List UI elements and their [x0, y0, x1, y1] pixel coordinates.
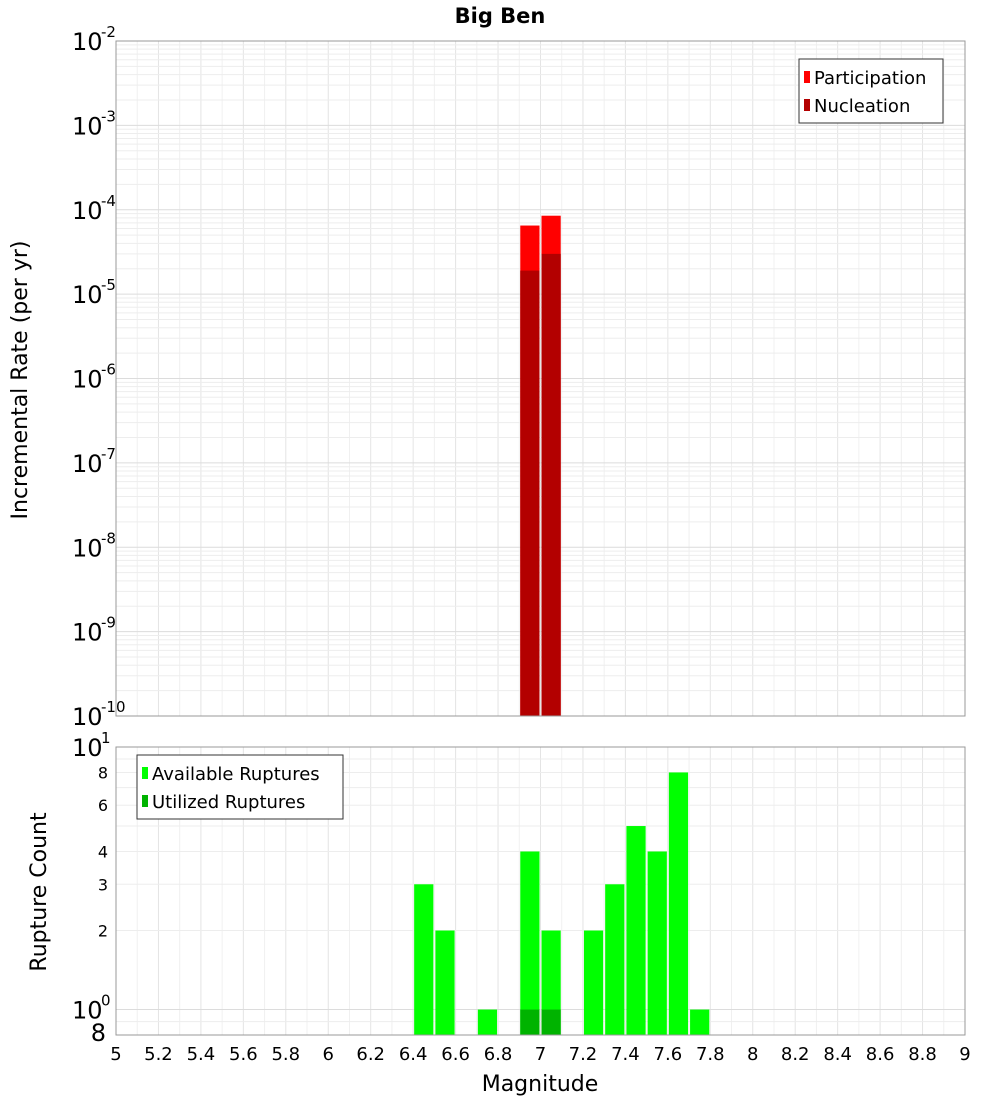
top-y-tick-labels: 10-210-310-410-510-610-710-810-910-10 — [72, 23, 126, 731]
top-plot-border — [115, 40, 966, 717]
x-tick-label: 5 — [110, 1044, 121, 1065]
bottom-legend-swatch — [142, 767, 148, 779]
bottom-bar-primary — [647, 851, 667, 1035]
bottom-y-tick-label: 8 — [91, 1019, 106, 1047]
bottom-y-tick-label: 10 — [72, 734, 103, 762]
x-tick-label: 8 — [747, 1044, 758, 1065]
bottom-bars — [414, 772, 710, 1035]
x-tick-label: 7.2 — [569, 1044, 598, 1065]
bottom-legend-label: Utilized Ruptures — [152, 792, 305, 813]
x-tick-label: 5.8 — [271, 1044, 300, 1065]
bottom-legend-label: Available Ruptures — [152, 764, 320, 785]
x-tick-label: 5.4 — [187, 1044, 216, 1065]
top-y-tick-exponent: -10 — [101, 698, 126, 716]
x-tick-label: 6.6 — [441, 1044, 470, 1065]
x-tick-label: 6.8 — [484, 1044, 513, 1065]
bottom-bar-secondary — [541, 1009, 561, 1035]
top-y-tick-exponent: -9 — [101, 614, 116, 632]
bottom-bar-primary — [668, 772, 689, 1035]
bottom-bar-primary — [626, 826, 646, 1035]
bottom-legend: Available Ruptures Utilized Ruptures — [136, 754, 344, 820]
x-tick-label: 7 — [535, 1044, 546, 1065]
x-tick-label: 5.2 — [144, 1044, 173, 1065]
top-y-tick-label: 10 — [72, 281, 103, 309]
x-tick-label: 8.8 — [908, 1044, 937, 1065]
x-tick-label: 6.2 — [356, 1044, 385, 1065]
top-y-tick-label: 10 — [72, 534, 103, 562]
top-y-tick-label: 10 — [72, 112, 103, 140]
bottom-y-tick-label: 4 — [98, 842, 108, 861]
bottom-legend-box — [136, 754, 344, 820]
top-y-tick-exponent: -2 — [101, 23, 116, 41]
x-tick-label: 8.6 — [866, 1044, 895, 1065]
top-grid — [115, 41, 966, 717]
x-tick-label: 8.4 — [823, 1044, 852, 1065]
top-legend-box — [798, 58, 944, 124]
top-y-tick-exponent: -4 — [101, 192, 116, 210]
bottom-y-tick-label: 2 — [98, 922, 108, 941]
top-y-tick-label: 10 — [72, 197, 103, 225]
bottom-y-tick-exponent: 1 — [101, 729, 111, 747]
x-tick-label: 9 — [959, 1044, 970, 1065]
top-bars — [520, 215, 561, 717]
top-legend-swatch — [804, 71, 810, 83]
x-axis-label: Magnitude — [482, 1072, 599, 1097]
bottom-legend-swatch — [142, 795, 148, 807]
bottom-bar-primary — [541, 930, 561, 1035]
x-tick-labels: 5 5.2 5.4 5.6 5.8 6 6.2 6.4 6.6 6.8 7 7.2 7.4 7.6 7.8 8… — [110, 1044, 970, 1065]
top-y-tick-label: 10 — [72, 703, 103, 731]
bottom-bar-primary — [435, 930, 455, 1035]
top-legend: Participation Nucleation — [798, 58, 944, 124]
top-y-tick-exponent: -6 — [101, 361, 116, 379]
x-tick-label: 7.4 — [611, 1044, 640, 1065]
x-tick-label: 6 — [323, 1044, 334, 1065]
top-y-tick-exponent: -3 — [101, 107, 116, 125]
bottom-plot-border — [115, 746, 966, 1036]
bottom-bar-primary — [414, 884, 434, 1035]
top-y-tick-exponent: -8 — [101, 529, 116, 547]
bottom-bar-primary — [583, 930, 604, 1035]
bottom-bar-primary — [520, 851, 540, 1035]
bottom-y-tick-label: 8 — [98, 763, 108, 782]
bottom-bar-primary — [477, 1009, 498, 1035]
x-tick-label: 5.6 — [229, 1044, 258, 1065]
top-y-tick-label: 10 — [72, 366, 103, 394]
bottom-y-tick-label: 6 — [98, 796, 108, 815]
top-y-axis-label: Incremental Rate (per yr) — [8, 241, 33, 520]
x-tick-label: 6.4 — [399, 1044, 428, 1065]
top-y-tick-label: 10 — [72, 619, 103, 647]
bottom-bar-secondary — [520, 1009, 540, 1035]
top-legend-label: Nucleation — [814, 96, 910, 117]
x-tick-label: 7.6 — [654, 1044, 683, 1065]
top-y-tick-exponent: -5 — [101, 276, 116, 294]
bottom-y-axis-label: Rupture Count — [27, 812, 52, 972]
bottom-y-tick-label: 10 — [72, 997, 103, 1025]
bottom-y-tick-exponent: 0 — [101, 992, 111, 1010]
top-y-tick-label: 10 — [72, 450, 103, 478]
top-legend-label: Participation — [814, 68, 926, 89]
bottom-bar-primary — [690, 1009, 710, 1035]
top-legend-swatch — [804, 99, 810, 111]
x-tick-label: 7.8 — [696, 1044, 725, 1065]
top-y-tick-exponent: -7 — [101, 445, 116, 463]
bottom-bar-primary — [605, 884, 625, 1035]
top-y-tick-label: 10 — [72, 28, 103, 56]
x-tick-label: 8.2 — [781, 1044, 810, 1065]
top-bar-secondary — [541, 253, 561, 716]
top-bar-secondary — [520, 270, 540, 716]
top-panel: 10-210-310-410-510-610-710-810-910-10Inc… — [8, 23, 966, 731]
bottom-y-tick-label: 3 — [98, 875, 108, 894]
chart-title: Big Ben — [455, 4, 546, 28]
